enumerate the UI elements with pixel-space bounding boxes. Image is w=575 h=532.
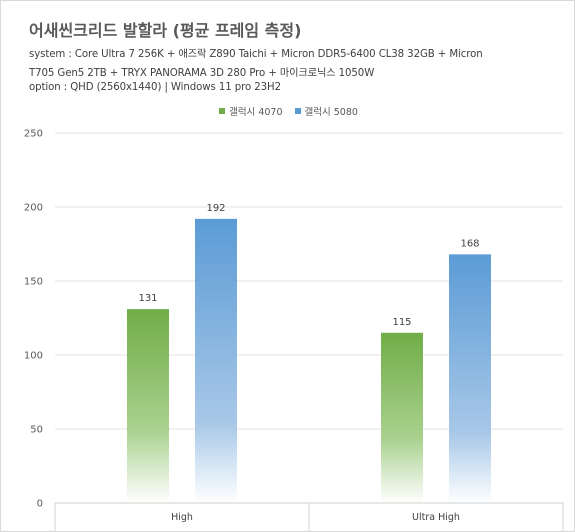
- bar: [127, 309, 169, 503]
- data-labels: 131 192 115 168: [138, 203, 479, 328]
- bar-value-label: 115: [392, 317, 411, 328]
- legend-swatch-green: [219, 108, 226, 114]
- system-spec-line-1: system : Core Ultra 7 256K + 애즈락 Z890 Ta…: [29, 49, 483, 60]
- legend-label-series-1: 갤럭시 4070: [229, 107, 283, 118]
- y-tick-label: 250: [24, 129, 43, 140]
- bars: [127, 218, 491, 503]
- option-line: option : QHD (2560x1440) | Windows 11 pr…: [29, 82, 281, 93]
- chart-legend: 갤럭시 4070 갤럭시 5080: [1, 104, 575, 118]
- legend-item-series-2: 갤럭시 5080: [294, 104, 358, 118]
- x-axis: High Ultra High: [54, 502, 564, 531]
- y-tick-label: 150: [24, 277, 43, 288]
- bar: [381, 332, 423, 503]
- legend-swatch-blue: [294, 108, 301, 114]
- y-tick-label: 100: [24, 351, 43, 362]
- x-tick-label: High: [171, 512, 193, 523]
- y-tick-label: 50: [30, 425, 43, 436]
- y-axis-ticks: 0 50 100 150 200 250: [24, 129, 43, 510]
- bar: [195, 218, 237, 503]
- legend-item-series-1: 갤럭시 4070: [219, 104, 283, 118]
- y-tick-label: 200: [24, 203, 43, 214]
- bar-value-label: 192: [206, 203, 225, 214]
- x-tick-label: Ultra High: [412, 512, 460, 523]
- chart-title: 어새씬크리드 발할라 (평균 프레임 측정): [29, 21, 302, 40]
- system-spec-line-2: T705 Gen5 2TB + TRYX PANORAMA 3D 280 Pro…: [29, 68, 375, 79]
- legend-label-series-2: 갤럭시 5080: [304, 107, 358, 118]
- bar-value-label: 131: [138, 293, 157, 304]
- y-tick-label: 0: [37, 499, 43, 510]
- bar: [449, 254, 491, 503]
- bar-value-label: 168: [460, 238, 479, 249]
